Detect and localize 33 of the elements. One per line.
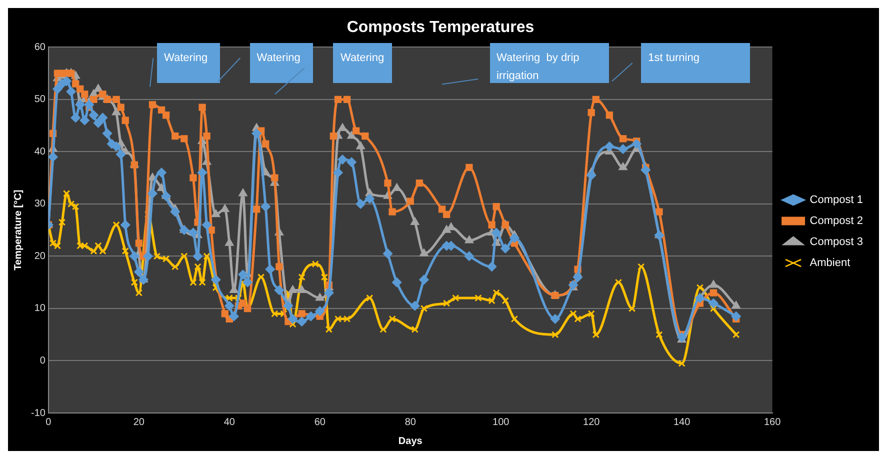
y-tick-label: 60 bbox=[34, 42, 46, 53]
x-tick-label: 160 bbox=[764, 416, 782, 428]
x-tick-label: 140 bbox=[673, 416, 691, 428]
x-tick-label: 60 bbox=[314, 416, 326, 428]
y-axis-title: Temperature [°C] bbox=[12, 190, 24, 270]
x-tick-label: 80 bbox=[404, 416, 416, 428]
x-axis-title: Days bbox=[398, 436, 423, 447]
legend-label: Compost 1 bbox=[810, 194, 864, 206]
y-tick-label: 0 bbox=[40, 355, 46, 366]
y-tick-label: 10 bbox=[34, 303, 46, 314]
annotation: Watering bbox=[256, 52, 300, 64]
y-tick-label: 20 bbox=[34, 250, 46, 262]
callout-box: Watering by drip irrigation bbox=[490, 43, 610, 84]
legend-label: Compost 2 bbox=[810, 215, 864, 228]
x-tick-label: 120 bbox=[583, 416, 600, 428]
chart-title: Composts Temperatures bbox=[346, 19, 534, 36]
callout-box: Watering bbox=[157, 43, 220, 84]
y-tick-label: 50 bbox=[34, 94, 46, 106]
x-tick-label: 40 bbox=[224, 416, 236, 428]
legend-label: Ambient bbox=[810, 257, 850, 270]
y-tick-label: 40 bbox=[34, 146, 46, 158]
callout-box: 1st turning bbox=[641, 43, 750, 84]
legend-label: Compost 3 bbox=[810, 236, 864, 248]
annotation: Watering bbox=[340, 52, 384, 64]
annotation: 1st turning bbox=[648, 52, 700, 64]
x-tick-label: 20 bbox=[133, 416, 145, 428]
x-tick-label: 100 bbox=[492, 416, 510, 428]
callout-box: Watering bbox=[333, 43, 392, 84]
annotation: Watering bbox=[164, 52, 208, 64]
y-tick-label: 30 bbox=[34, 198, 46, 210]
y-tick-label: -10 bbox=[31, 408, 46, 419]
callout-box: Watering bbox=[250, 43, 314, 84]
annotation: Watering by drip irrigation bbox=[496, 52, 580, 82]
